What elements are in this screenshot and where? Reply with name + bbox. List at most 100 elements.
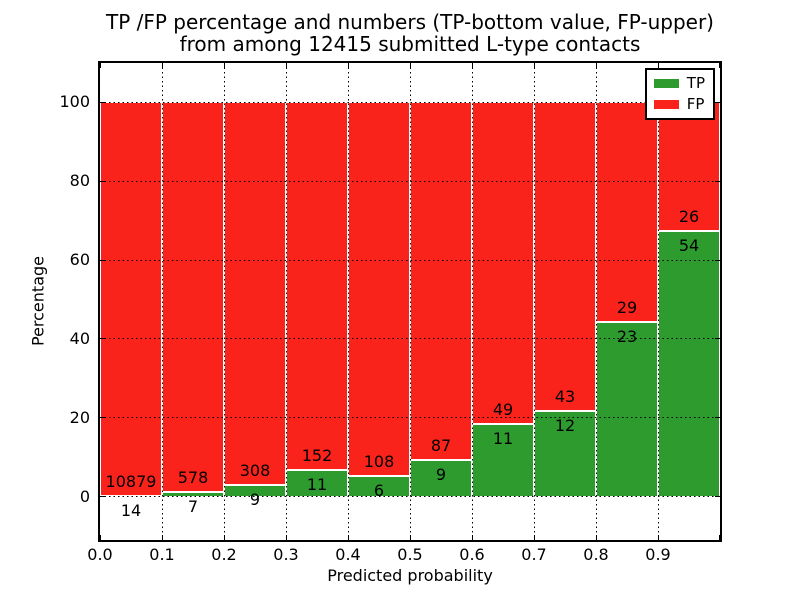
plot-area: TP FP 10879 14 578 7 308 9 152 11 108 6 87 9 49 11 43 1… <box>98 61 722 542</box>
x-tick-mark <box>471 63 473 68</box>
y-tick-label: 60 <box>69 250 90 270</box>
tp-count-label: 7 <box>187 496 199 516</box>
gridline-vertical <box>161 63 163 540</box>
y-tick-label: 100 <box>59 92 90 112</box>
x-tick-label: 0.5 <box>397 545 423 564</box>
bar-fp-segment <box>286 102 348 471</box>
y-tick-mark <box>715 180 720 182</box>
y-tick-mark <box>100 417 105 419</box>
y-tick-mark <box>715 338 720 340</box>
gridline-horizontal <box>100 496 720 498</box>
tp-count-label: 23 <box>616 327 638 347</box>
x-tick-label: 0.8 <box>583 545 609 564</box>
fp-count-label: 308 <box>239 461 271 481</box>
tp-count-label: 9 <box>435 464 447 484</box>
x-tick-mark <box>347 63 349 68</box>
x-tick-mark <box>285 535 287 540</box>
x-tick-mark <box>161 535 163 540</box>
x-tick-mark <box>409 63 411 68</box>
fp-count-label: 43 <box>554 386 576 406</box>
x-tick-mark <box>719 63 720 68</box>
x-tick-label: 0.4 <box>335 545 361 564</box>
tp-count-label: 14 <box>120 501 142 521</box>
x-tick-mark <box>161 63 163 68</box>
gridline-vertical <box>285 63 287 540</box>
gridline-vertical <box>595 63 597 540</box>
y-tick-mark <box>715 101 720 103</box>
y-tick-mark <box>100 180 105 182</box>
x-tick-mark <box>347 535 349 540</box>
legend-label-tp: TP <box>686 74 705 92</box>
x-tick-mark <box>533 535 535 540</box>
y-tick-label: 80 <box>69 171 90 191</box>
gridline-horizontal <box>100 180 720 182</box>
bar-tp-segment <box>596 322 658 497</box>
gridline-vertical <box>533 63 535 540</box>
x-tick-label: 0.6 <box>459 545 485 564</box>
legend-item-fp: FP <box>653 97 705 112</box>
x-tick-mark <box>595 535 597 540</box>
legend-item-tp: TP <box>653 74 705 92</box>
x-tick-mark <box>657 63 659 68</box>
gridline-horizontal <box>100 338 720 340</box>
bar-fp-segment <box>100 102 162 497</box>
tp-count-label: 11 <box>492 429 514 449</box>
gridline-horizontal <box>100 101 720 103</box>
gridline-vertical <box>347 63 349 540</box>
bar-fp-segment <box>596 102 658 323</box>
chart-title: TP /FP percentage and numbers (TP-bottom… <box>106 11 714 55</box>
x-tick-mark <box>409 535 411 540</box>
legend: TP FP <box>644 68 715 120</box>
y-tick-mark <box>100 338 105 340</box>
tp-count-label: 12 <box>554 415 576 435</box>
chart-title-line2: from among 12415 submitted L-type contac… <box>179 32 641 56</box>
tp-count-label: 9 <box>249 490 261 510</box>
bar-fp-segment <box>410 102 472 460</box>
bar-tp-segment <box>410 459 472 497</box>
gridline-vertical <box>657 63 659 540</box>
x-tick-mark <box>223 535 225 540</box>
x-tick-label: 0.2 <box>211 545 237 564</box>
y-tick-label: 40 <box>69 328 90 348</box>
x-tick-label: 0.3 <box>273 545 299 564</box>
x-tick-label: 0.0 <box>87 545 113 564</box>
legend-swatch-tp-icon <box>653 79 679 88</box>
tp-count-label: 54 <box>678 235 700 255</box>
tp-count-label: 6 <box>373 480 385 500</box>
x-tick-label: 0.9 <box>645 545 671 564</box>
fp-count-label: 87 <box>430 435 452 455</box>
bar-fp-segment <box>534 102 596 411</box>
bar-fp-segment <box>348 102 410 476</box>
gridline-horizontal <box>100 417 720 419</box>
fp-count-label: 108 <box>363 451 395 471</box>
y-tick-mark <box>715 496 720 498</box>
x-tick-mark <box>533 63 535 68</box>
x-tick-mark <box>595 63 597 68</box>
fp-count-label: 578 <box>177 467 209 487</box>
fp-count-label: 49 <box>492 400 514 420</box>
bar-fp-segment <box>658 102 720 231</box>
bar-fp-segment <box>224 102 286 486</box>
y-tick-mark <box>100 101 105 103</box>
y-tick-mark <box>715 259 720 261</box>
gridline-horizontal <box>100 259 720 261</box>
bar-tp-segment <box>658 230 720 497</box>
x-tick-mark <box>471 535 473 540</box>
x-tick-mark <box>285 63 287 68</box>
fp-count-label: 10879 <box>105 472 157 492</box>
bar-fp-segment <box>472 102 534 425</box>
x-tick-mark <box>719 535 720 540</box>
x-tick-mark <box>657 535 659 540</box>
chart-title-line1: TP /FP percentage and numbers (TP-bottom… <box>106 10 714 34</box>
fp-count-label: 26 <box>678 206 700 226</box>
x-axis-label: Predicted probability <box>327 566 493 585</box>
gridline-vertical <box>223 63 225 540</box>
x-tick-mark <box>100 535 101 540</box>
bar-fp-segment <box>162 102 224 492</box>
y-tick-mark <box>715 417 720 419</box>
fp-count-label: 152 <box>301 446 333 466</box>
x-tick-label: 0.1 <box>149 545 175 564</box>
gridline-vertical <box>409 63 411 540</box>
x-tick-mark <box>223 63 225 68</box>
